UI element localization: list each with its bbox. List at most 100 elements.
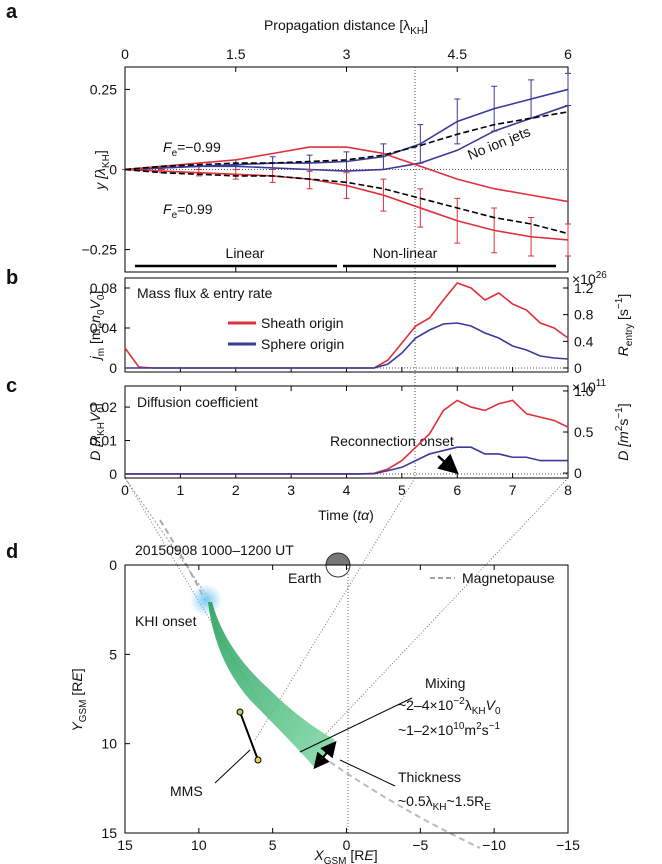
x-tick-label: 6: [564, 46, 572, 62]
label-part: ]: [374, 847, 378, 863]
panel-label: d: [6, 541, 18, 563]
error-bar: [380, 178, 387, 212]
khi-glow: [190, 584, 222, 616]
label-part: Time (: [318, 507, 357, 523]
annotation: Non-linear: [373, 245, 438, 261]
label-part: 26: [596, 270, 608, 281]
mms-pointer: [214, 749, 251, 784]
y-tick-label: 0.4: [574, 333, 594, 349]
x-tick-label: 5: [269, 837, 277, 853]
series-line: [125, 446, 568, 475]
label-part: −2: [453, 696, 465, 707]
y-tick-label: 0: [574, 360, 582, 376]
label-part: V: [486, 697, 497, 713]
label-part: [s: [615, 309, 631, 324]
label-part: ]: [615, 294, 631, 298]
axis-label: y [λKH]: [92, 150, 112, 190]
y-tick-label: 0: [109, 162, 117, 178]
earth-night: [325, 552, 351, 566]
axis-label: Propagation distance [λKH]: [264, 17, 428, 37]
label-part: [m: [87, 328, 103, 347]
label-part: −1: [489, 721, 501, 732]
panel-label: a: [6, 1, 18, 23]
label-part: 0: [96, 407, 107, 413]
magnetopause-path: [124, 477, 211, 601]
label-part: ]: [92, 150, 108, 154]
label-part: ]: [69, 668, 85, 672]
label-part: D [λ: [87, 436, 103, 461]
label-part: R: [615, 346, 631, 356]
panel-label: b: [6, 267, 18, 289]
label-part: s: [482, 722, 489, 738]
label-part: 2: [476, 721, 482, 732]
label-part: λ: [465, 697, 472, 713]
y-tick-label: 10: [101, 736, 117, 752]
x-tick-label: 2: [232, 482, 240, 498]
label-part: KH: [96, 422, 107, 436]
error-bar: [565, 223, 571, 257]
x-tick-label: 3: [343, 46, 351, 62]
label-part: −1: [614, 297, 625, 309]
label-part: F: [163, 139, 173, 155]
magnetopause: [329, 761, 481, 849]
axis-label: YGSM [RE]: [69, 668, 89, 731]
label-part: E: [69, 672, 85, 682]
x-tick-label: 8: [564, 482, 572, 498]
axis-label: Rentry [s−1]: [614, 294, 635, 356]
label-part: ×10: [572, 271, 596, 287]
label-part: m: [96, 348, 107, 356]
x-tick-label: 7: [509, 482, 517, 498]
label-part: ): [369, 507, 374, 523]
y-tick-label: 0.04: [90, 320, 117, 336]
y-tick-label: 0.25: [90, 81, 117, 97]
y-tick-label: 15: [101, 825, 117, 841]
axis-multiplier: ×1026: [572, 270, 607, 287]
annotation: KHI onset: [135, 613, 197, 629]
x-tick-label: 0: [121, 482, 129, 498]
label-part: KH: [410, 26, 424, 37]
legend-label: Sheath origin: [261, 315, 344, 331]
series-line: [124, 111, 569, 171]
label-part: e: [172, 148, 178, 159]
y-tick-label: 1.2: [574, 280, 594, 296]
y-tick-label: 5: [109, 646, 117, 662]
annotation: Fe=0.99: [163, 201, 213, 221]
error-bar: [343, 172, 350, 199]
error-bar: [528, 217, 535, 257]
label-part: [R: [347, 847, 365, 863]
y-tick-label: 1.0: [574, 383, 594, 399]
label-part: KH: [101, 154, 112, 168]
label-part: ]: [615, 403, 631, 407]
label-part: j: [87, 355, 103, 361]
panel-label: c: [6, 375, 17, 397]
axis-label: XGSM [RE]: [313, 847, 377, 864]
label-part: E: [484, 802, 491, 813]
axis-label: jm [men0V0]: [87, 291, 107, 362]
label-part: GSM: [78, 700, 89, 723]
x-tick-label: 5: [398, 482, 406, 498]
mms-end: [254, 756, 262, 764]
label-part: e: [96, 322, 107, 328]
label-part: =−0.99: [177, 139, 221, 155]
annotation: Thickness: [398, 769, 461, 785]
x-tick-label: 1: [176, 482, 184, 498]
legend-label: Magnetopause: [462, 570, 555, 586]
label-part: 10: [453, 721, 465, 732]
x-tick-label: −10: [482, 837, 506, 853]
label-part: −1: [614, 407, 625, 419]
label-part: e: [172, 210, 178, 221]
onset-arrow: [437, 453, 459, 475]
error-bar: [454, 197, 461, 244]
label-part: ~1–2×10: [398, 722, 453, 738]
label-part: Propagation distance [λ: [264, 17, 410, 33]
label-part: ]: [87, 403, 103, 407]
label-part: D [m: [615, 431, 631, 461]
series-line: [124, 104, 569, 172]
error-bar: [232, 169, 239, 180]
error-bar: [491, 207, 498, 254]
x-tick-label: 10: [191, 837, 207, 853]
annotation: Mixing: [425, 675, 465, 691]
label-part: X: [313, 847, 324, 863]
label-part: KH: [472, 706, 486, 717]
